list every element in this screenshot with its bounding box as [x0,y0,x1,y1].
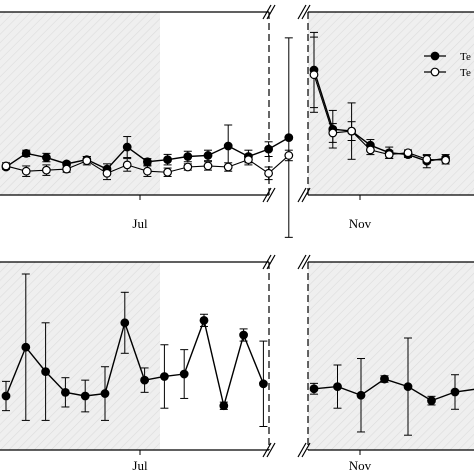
data-point [427,396,436,406]
axis-break-mark [297,254,307,270]
data-point [1,391,11,401]
x-tick-label: Jul [132,458,148,473]
data-point [264,168,274,178]
axis-break-mark [301,187,311,203]
data-point [239,330,249,340]
data-point [347,126,357,136]
data-point [223,141,233,151]
data-point [243,155,253,165]
axis-break-mark [297,442,307,458]
shaded-region [308,12,474,195]
data-point [179,369,189,379]
data-point [21,166,31,176]
data-point [41,367,50,377]
data-point [284,151,294,160]
axis-break-mark [262,442,272,458]
axis-break-mark [266,4,276,20]
data-point [219,401,229,411]
data-point [264,144,274,154]
data-point [163,167,173,177]
data-point [21,148,31,158]
data-point [328,128,338,138]
axis-break-mark [297,4,307,20]
data-point [42,165,51,175]
shaded-region [308,262,474,450]
data-point [403,148,413,158]
axis-break-mark [262,4,272,20]
shaded-region [0,262,160,450]
axis-break-mark [301,254,311,270]
data-point [384,150,394,160]
data-point [380,374,389,384]
data-point [42,153,51,162]
data-point [62,164,71,174]
axis-break-mark [297,187,307,203]
legend: Te Te [424,51,471,79]
data-point [422,154,432,164]
axis-break-mark [262,187,272,203]
data-point [309,70,319,80]
data-point [163,155,173,165]
data-point [309,384,319,394]
legend-label: Te [460,67,471,79]
data-point [259,379,268,389]
data-point [356,390,366,400]
tick-labels: Jul Nov Jul Nov [132,216,371,473]
axes [0,4,474,458]
data-point [183,162,193,172]
data-point [366,145,375,155]
data-point [122,142,132,152]
legend-marker [430,51,440,61]
data-point [122,160,132,170]
series-line [5,317,265,406]
data-point [61,387,70,397]
axis-break-mark [266,442,276,458]
data-point [21,342,31,352]
data-point [450,387,460,397]
data-point [183,152,193,161]
data-point [403,382,413,392]
data-point [82,156,92,166]
data-point [203,151,213,160]
x-tick-label: Nov [349,458,372,473]
x-tick-label: Nov [349,216,372,231]
axis-break-mark [266,187,276,203]
data-marks [1,31,474,436]
data-point [100,389,110,398]
data-point [140,375,150,385]
axis-break-mark [301,4,311,20]
data-point [333,382,342,392]
data-point [159,372,169,381]
legend-label: Te [460,51,471,63]
data-point [120,318,130,328]
data-point [203,161,213,171]
data-point [223,162,233,172]
axis-break-mark [266,254,276,270]
data-point [142,157,152,167]
axis-break-mark [301,442,311,458]
data-point [199,315,209,325]
data-point [441,155,451,165]
axis-break-mark [262,254,272,270]
shaded-regions [0,12,474,450]
data-point [1,161,11,171]
shaded-region [0,12,160,195]
x-tick-label: Jul [132,216,148,231]
data-point [80,391,90,401]
legend-marker [430,67,440,77]
data-point [142,166,152,176]
data-point [102,168,112,178]
data-point [284,133,294,143]
